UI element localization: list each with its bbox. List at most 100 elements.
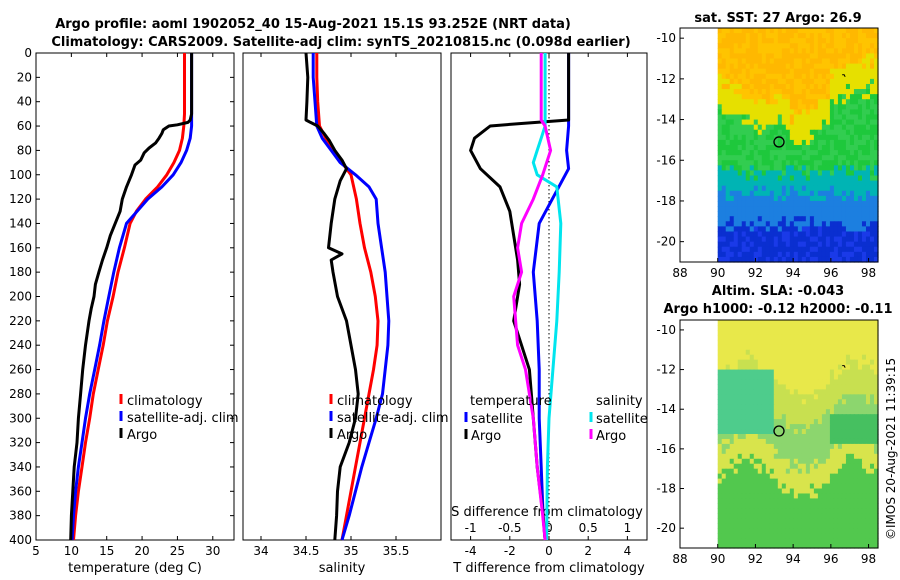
sla-map-cell [777,354,783,361]
sst-map-cell [805,200,811,207]
sst-map-cell [809,48,815,55]
sst-map-cell [773,119,779,126]
sst-map-cell [737,216,743,222]
sla-map-cell [761,334,767,341]
sst-map-cell [769,129,775,136]
sst-map-cell [873,33,879,39]
sla-map-cell [737,404,743,410]
sla-map-cell [865,399,871,405]
sla-map-cell [733,528,739,534]
sst-map-cell [733,256,739,263]
sla-map-cell [797,364,803,371]
sst-map-cell [757,139,763,146]
sst-map-cell [833,216,839,222]
sla-map-cell [845,389,851,395]
sst-map-cell [737,124,743,131]
sla-map-cell [789,389,795,395]
sst-map-cell [841,119,847,126]
sst-map-cell [805,150,811,156]
sst-map-cell [721,78,727,85]
sla-map-cell [789,320,795,326]
sla-map-cell [817,424,823,430]
sla-map-cell [865,409,871,415]
sla-map-cell [805,429,811,435]
sla-map-cell [729,429,735,435]
sst-map-cell [805,68,811,75]
sst-map-cell [773,139,779,146]
sla-map-cell [849,503,855,509]
sst-map-cell [777,104,783,110]
sst-map-cell [865,78,871,85]
sst-map-cell [785,195,791,202]
sla-map-cell [773,523,779,529]
sla-map-cell [785,394,791,400]
sst-map-cell [873,236,879,243]
sla-map-cell [869,533,875,539]
sla-map-cell [857,399,863,405]
sla-map-cell [869,334,875,341]
sst-map-cell [869,160,875,166]
sst-map-cell [781,185,787,192]
sla-map-cell [769,478,775,485]
sla-map-cell [777,320,783,326]
salinity-xtick-label: 35 [343,544,358,558]
sst-map-cell [809,89,815,95]
sla-map-cell [737,528,743,534]
sla-map-cell [805,424,811,430]
sla-map-cell [721,419,727,425]
sst-map-cell [749,114,755,121]
sla-map-cell [865,533,871,539]
sst-map-cell [793,160,799,166]
sst-map-cell [853,195,859,202]
sla-map-cell [797,384,803,390]
sst-map-cell [805,256,811,263]
temperature-ytick-label: 180 [9,265,32,279]
sla-map-cell [781,528,787,534]
sla-map-cell [869,434,875,440]
sla-map-cell [833,339,839,346]
sst-map-cell [833,99,839,105]
sst-map-cell [865,160,871,166]
sst-map-cell [753,241,759,248]
sst-map-cell [801,236,807,243]
sla-map-cell [813,478,819,485]
sla-map-cell [769,538,775,544]
sla-map-cell [861,344,867,351]
sst-map-cell [741,251,747,258]
sst-map-cell [757,175,763,182]
sst-map-cell [805,28,811,34]
sst-map-cell [745,109,751,116]
sla-map-cell [829,438,835,445]
sla-map-cell [869,448,875,455]
sst-map-cell [753,195,759,202]
sst-map-cell [817,58,823,65]
sst-map-cell [717,58,723,65]
sst-map-cell [729,134,735,141]
sla-map-cell [757,434,763,440]
sst-map-cell [721,114,727,121]
sst-map-cell [845,94,851,100]
sst-map-cell [785,58,791,65]
sla-map-cell [869,379,875,386]
sla-map-xtick-label: 88 [672,552,687,566]
sla-map-cell [721,538,727,544]
sla-map-cell [817,503,823,509]
sst-map-cell [785,28,791,34]
sst-map-cell [797,78,803,85]
sla-map-cell [725,513,731,519]
sst-map-cell [761,180,767,187]
sst-map-cell [777,211,783,217]
sst-map-cell [825,150,831,156]
sla-map-cell [797,513,803,519]
sla-map-cell [805,533,811,539]
sla-map-cell [845,488,851,495]
sst-map-cell [793,206,799,212]
sla-map-cell [849,339,855,346]
sla-map-cell [853,503,859,509]
sla-map-cell [849,379,855,386]
sla-map-cell [837,434,843,440]
sla-map-cell [801,438,807,445]
sst-map-cell [857,231,863,238]
sla-map-cell [853,543,859,549]
sla-map-cell [869,488,875,495]
